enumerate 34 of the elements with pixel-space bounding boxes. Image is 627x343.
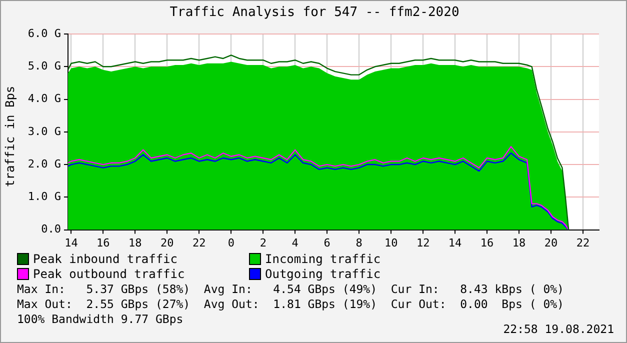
y-tick-label: 4.0 G bbox=[28, 92, 61, 106]
legend-label: Peak inbound traffic bbox=[33, 252, 178, 266]
y-tick-label: 2.0 G bbox=[28, 157, 61, 170]
x-tick-label: 22 bbox=[192, 236, 206, 250]
text: 100% Bandwidth 9.77 GBps bbox=[17, 312, 184, 326]
text: Max In: 5.37 GBps (58%) Avg In: 4.54 GBps (49%) Cur In: 8.43 kBps ( 0%) bbox=[17, 282, 564, 296]
y-tick-label: 1.0 G bbox=[28, 190, 61, 204]
x-tick-label: 8 bbox=[356, 236, 362, 250]
legend-label: Outgoing traffic bbox=[265, 267, 381, 281]
y-tick-label: 3.0 G bbox=[28, 124, 61, 138]
y-tick-label: 0.0 bbox=[41, 222, 61, 236]
series-label: Incoming traffic bbox=[265, 252, 381, 266]
x-tick-label: 14 bbox=[64, 236, 78, 250]
x-tick-label: 10 bbox=[384, 236, 398, 250]
x-tick-label: 20 bbox=[160, 236, 174, 250]
text: Max Out: 2.55 GBps (27%) Avg Out: 1.81 GBps (19%) Cur Out: 0.00 Bps ( 0%) bbox=[17, 297, 564, 311]
chart-title: Traffic Analysis for 547 -- ffm2-2020 bbox=[168, 5, 460, 20]
x-tick-label: 4 bbox=[292, 236, 299, 250]
x-tick-label: 12 bbox=[416, 236, 430, 250]
y-tick-label: 5.0 G bbox=[28, 59, 61, 72]
x-tick-label: 2 bbox=[260, 236, 266, 250]
y-tick-label: 6.0 G bbox=[28, 26, 61, 40]
legend-label: Peak outbound traffic bbox=[33, 267, 185, 281]
x-tick-label: 18 bbox=[128, 236, 142, 250]
text: 22:58 19.08.2021 bbox=[503, 322, 614, 336]
x-tick-label: 22 bbox=[576, 236, 590, 250]
x-tick-label: 14 bbox=[448, 236, 462, 250]
y-axis-title: traffic in Bps bbox=[3, 84, 18, 189]
x-tick-label: 0 bbox=[228, 236, 234, 250]
x-tick-label: 16 bbox=[96, 236, 110, 250]
x-tick-label: 16 bbox=[480, 236, 494, 250]
x-tick-label: 18 bbox=[512, 236, 526, 250]
x-tick-label: 6 bbox=[324, 236, 330, 250]
x-tick-label: 20 bbox=[544, 236, 558, 250]
